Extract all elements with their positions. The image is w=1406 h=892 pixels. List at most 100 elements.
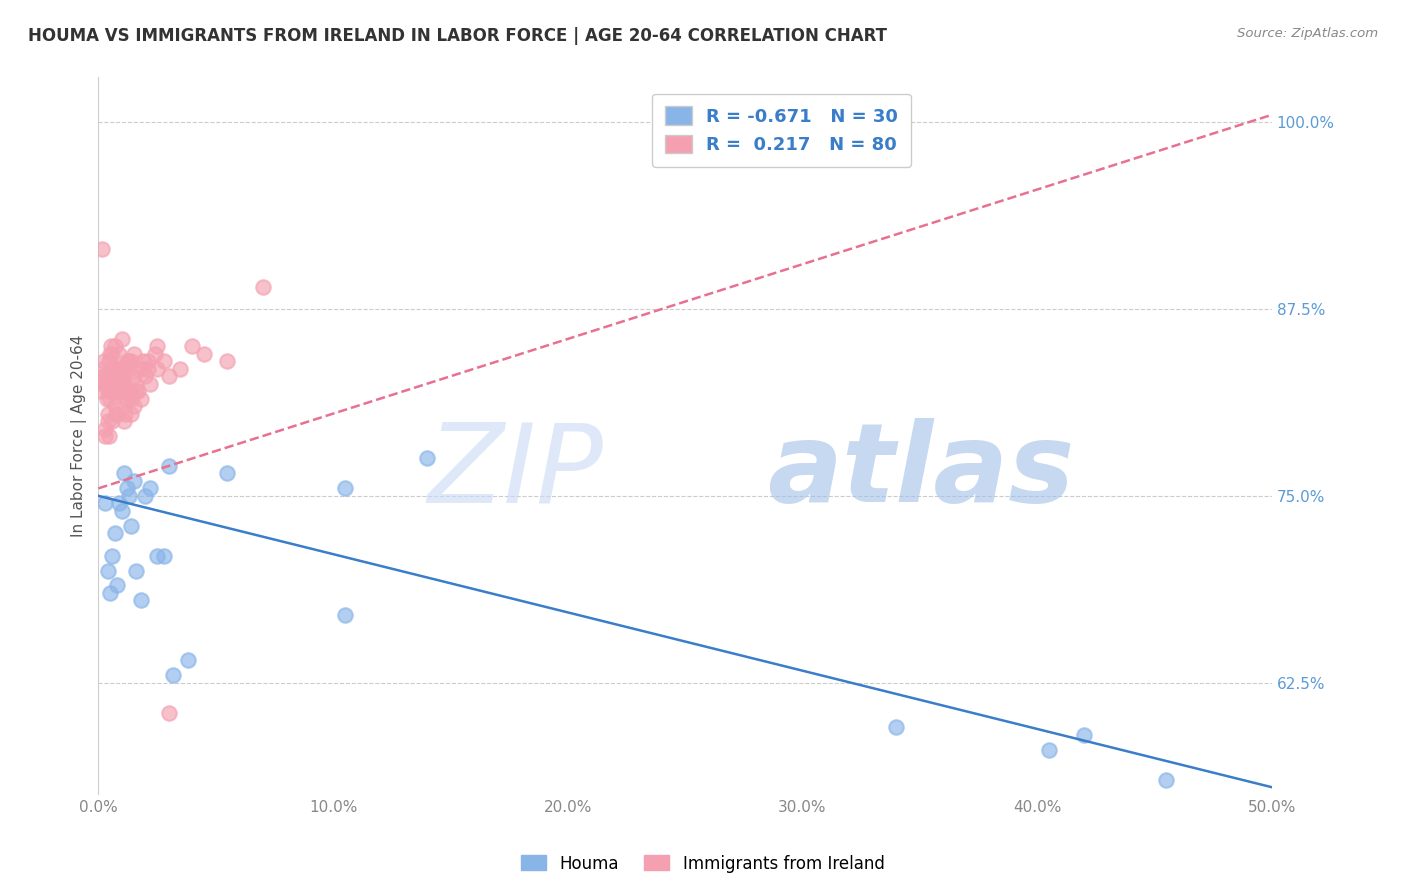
Point	[108, 347, 131, 361]
Point	[90, 384, 112, 399]
Point	[96, 376, 118, 391]
Point	[132, 361, 155, 376]
Point	[108, 384, 131, 399]
Text: ZIP: ZIP	[427, 418, 603, 525]
Point	[111, 332, 134, 346]
Point	[97, 384, 120, 399]
Point	[181, 339, 204, 353]
Point	[98, 586, 121, 600]
Point	[118, 489, 141, 503]
Point	[118, 384, 141, 399]
Point	[127, 384, 149, 399]
Point	[111, 369, 134, 384]
Point	[98, 347, 121, 361]
Point	[125, 384, 148, 399]
Point	[97, 414, 120, 428]
Point	[157, 369, 180, 384]
Text: Source: ZipAtlas.com: Source: ZipAtlas.com	[1237, 27, 1378, 40]
Point	[132, 354, 155, 368]
Point	[97, 354, 120, 368]
Point	[111, 361, 134, 376]
Point	[134, 369, 156, 384]
Point	[94, 429, 117, 443]
Point	[122, 474, 145, 488]
Legend: Houma, Immigrants from Ireland: Houma, Immigrants from Ireland	[515, 848, 891, 880]
Point	[129, 392, 152, 406]
Point	[120, 354, 142, 368]
Point	[120, 518, 142, 533]
Point	[162, 668, 184, 682]
Point	[111, 504, 134, 518]
Point	[94, 496, 117, 510]
Point	[333, 481, 356, 495]
Point	[139, 481, 162, 495]
Point	[122, 347, 145, 361]
Point	[157, 706, 180, 720]
Point	[94, 421, 117, 435]
Legend: R = -0.671   N = 30, R =  0.217   N = 80: R = -0.671 N = 30, R = 0.217 N = 80	[652, 94, 911, 167]
Point	[108, 361, 131, 376]
Point	[1156, 772, 1178, 787]
Point	[107, 369, 129, 384]
Point	[120, 407, 142, 421]
Point	[105, 361, 128, 376]
Point	[122, 399, 145, 413]
Point	[94, 376, 117, 391]
Point	[112, 414, 135, 428]
Point	[105, 407, 128, 421]
Point	[91, 376, 114, 391]
Point	[153, 549, 176, 563]
Point	[217, 354, 239, 368]
Point	[104, 369, 127, 384]
Point	[129, 593, 152, 607]
Point	[104, 407, 127, 421]
Point	[157, 458, 180, 473]
Point	[115, 354, 138, 368]
Point	[169, 361, 191, 376]
Point	[416, 451, 439, 466]
Point	[97, 429, 120, 443]
Point	[91, 369, 114, 384]
Point	[93, 369, 115, 384]
Point	[1038, 743, 1060, 757]
Point	[125, 564, 148, 578]
Point	[104, 339, 127, 353]
Point	[114, 407, 136, 421]
Point	[108, 496, 131, 510]
Point	[100, 384, 122, 399]
Point	[333, 608, 356, 623]
Point	[139, 376, 162, 391]
Point	[101, 414, 124, 428]
Point	[217, 467, 239, 481]
Point	[143, 347, 166, 361]
Point	[96, 392, 118, 406]
Point	[252, 279, 274, 293]
Point	[98, 392, 121, 406]
Point	[136, 361, 159, 376]
Point	[136, 354, 159, 368]
Point	[103, 376, 125, 391]
Point	[101, 549, 124, 563]
Point	[100, 339, 122, 353]
Point	[122, 369, 145, 384]
Point	[146, 361, 169, 376]
Point	[193, 347, 215, 361]
Point	[115, 481, 138, 495]
Text: atlas: atlas	[768, 418, 1074, 525]
Point	[93, 354, 115, 368]
Point	[112, 399, 135, 413]
Point	[118, 354, 141, 368]
Point	[120, 392, 142, 406]
Point	[90, 242, 112, 256]
Point	[115, 392, 138, 406]
Point	[101, 361, 124, 376]
Point	[115, 384, 138, 399]
Point	[112, 369, 135, 384]
Point	[1073, 728, 1095, 742]
Y-axis label: In Labor Force | Age 20-64: In Labor Force | Age 20-64	[72, 334, 87, 537]
Point	[105, 384, 128, 399]
Point	[127, 361, 149, 376]
Point	[101, 347, 124, 361]
Point	[98, 369, 121, 384]
Point	[153, 354, 176, 368]
